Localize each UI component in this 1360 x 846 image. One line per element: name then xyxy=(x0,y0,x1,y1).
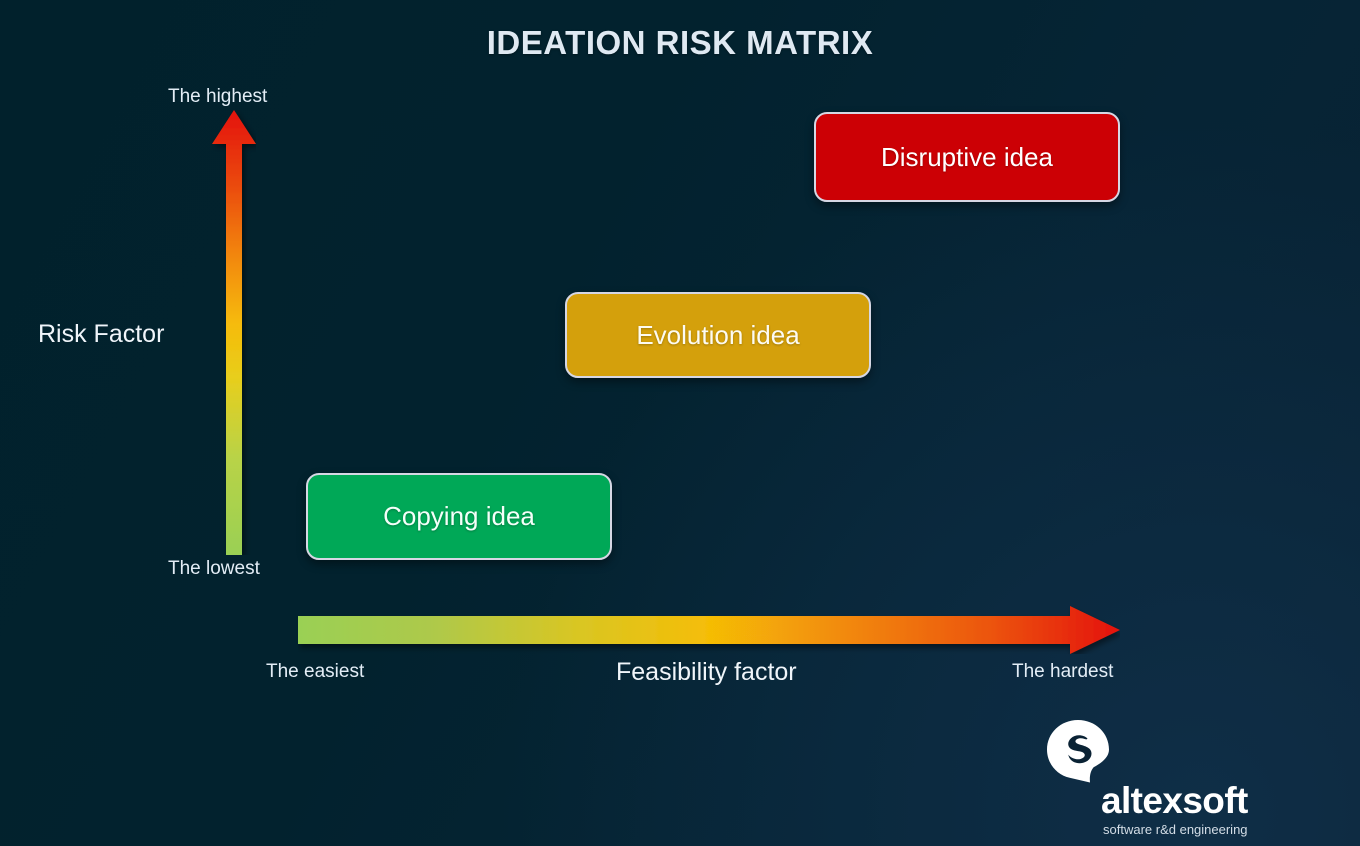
altexsoft-tagline: software r&d engineering xyxy=(1103,822,1248,837)
idea-box-evolution-label: Evolution idea xyxy=(636,319,800,350)
horizontal-axis-left-label: The easiest xyxy=(266,661,365,682)
idea-box-copying[interactable]: Copying idea xyxy=(306,473,612,560)
vertical-axis-title: Risk Factor xyxy=(38,320,165,348)
horizontal-axis-title: Feasibility factor xyxy=(616,658,797,686)
idea-box-evolution[interactable]: Evolution idea xyxy=(565,292,871,378)
idea-box-disruptive-label: Disruptive idea xyxy=(881,141,1053,172)
vertical-axis-bottom-label: The lowest xyxy=(168,558,260,579)
idea-box-copying-label: Copying idea xyxy=(383,501,535,531)
altexsoft-logo: altexsoft software r&d engineering xyxy=(1043,718,1273,837)
horizontal-axis-right-label: The hardest xyxy=(1012,661,1114,682)
page-title: IDEATION RISK MATRIX xyxy=(486,24,874,61)
risk-factor-arrow-icon xyxy=(212,110,256,555)
altexsoft-wordmark: altexsoft xyxy=(1101,780,1248,821)
vertical-axis-top-label: The highest xyxy=(168,86,268,107)
altexsoft-speech-bubble-icon xyxy=(1045,718,1111,784)
idea-box-disruptive[interactable]: Disruptive idea xyxy=(814,112,1120,202)
feasibility-factor-arrow-icon xyxy=(298,606,1120,654)
